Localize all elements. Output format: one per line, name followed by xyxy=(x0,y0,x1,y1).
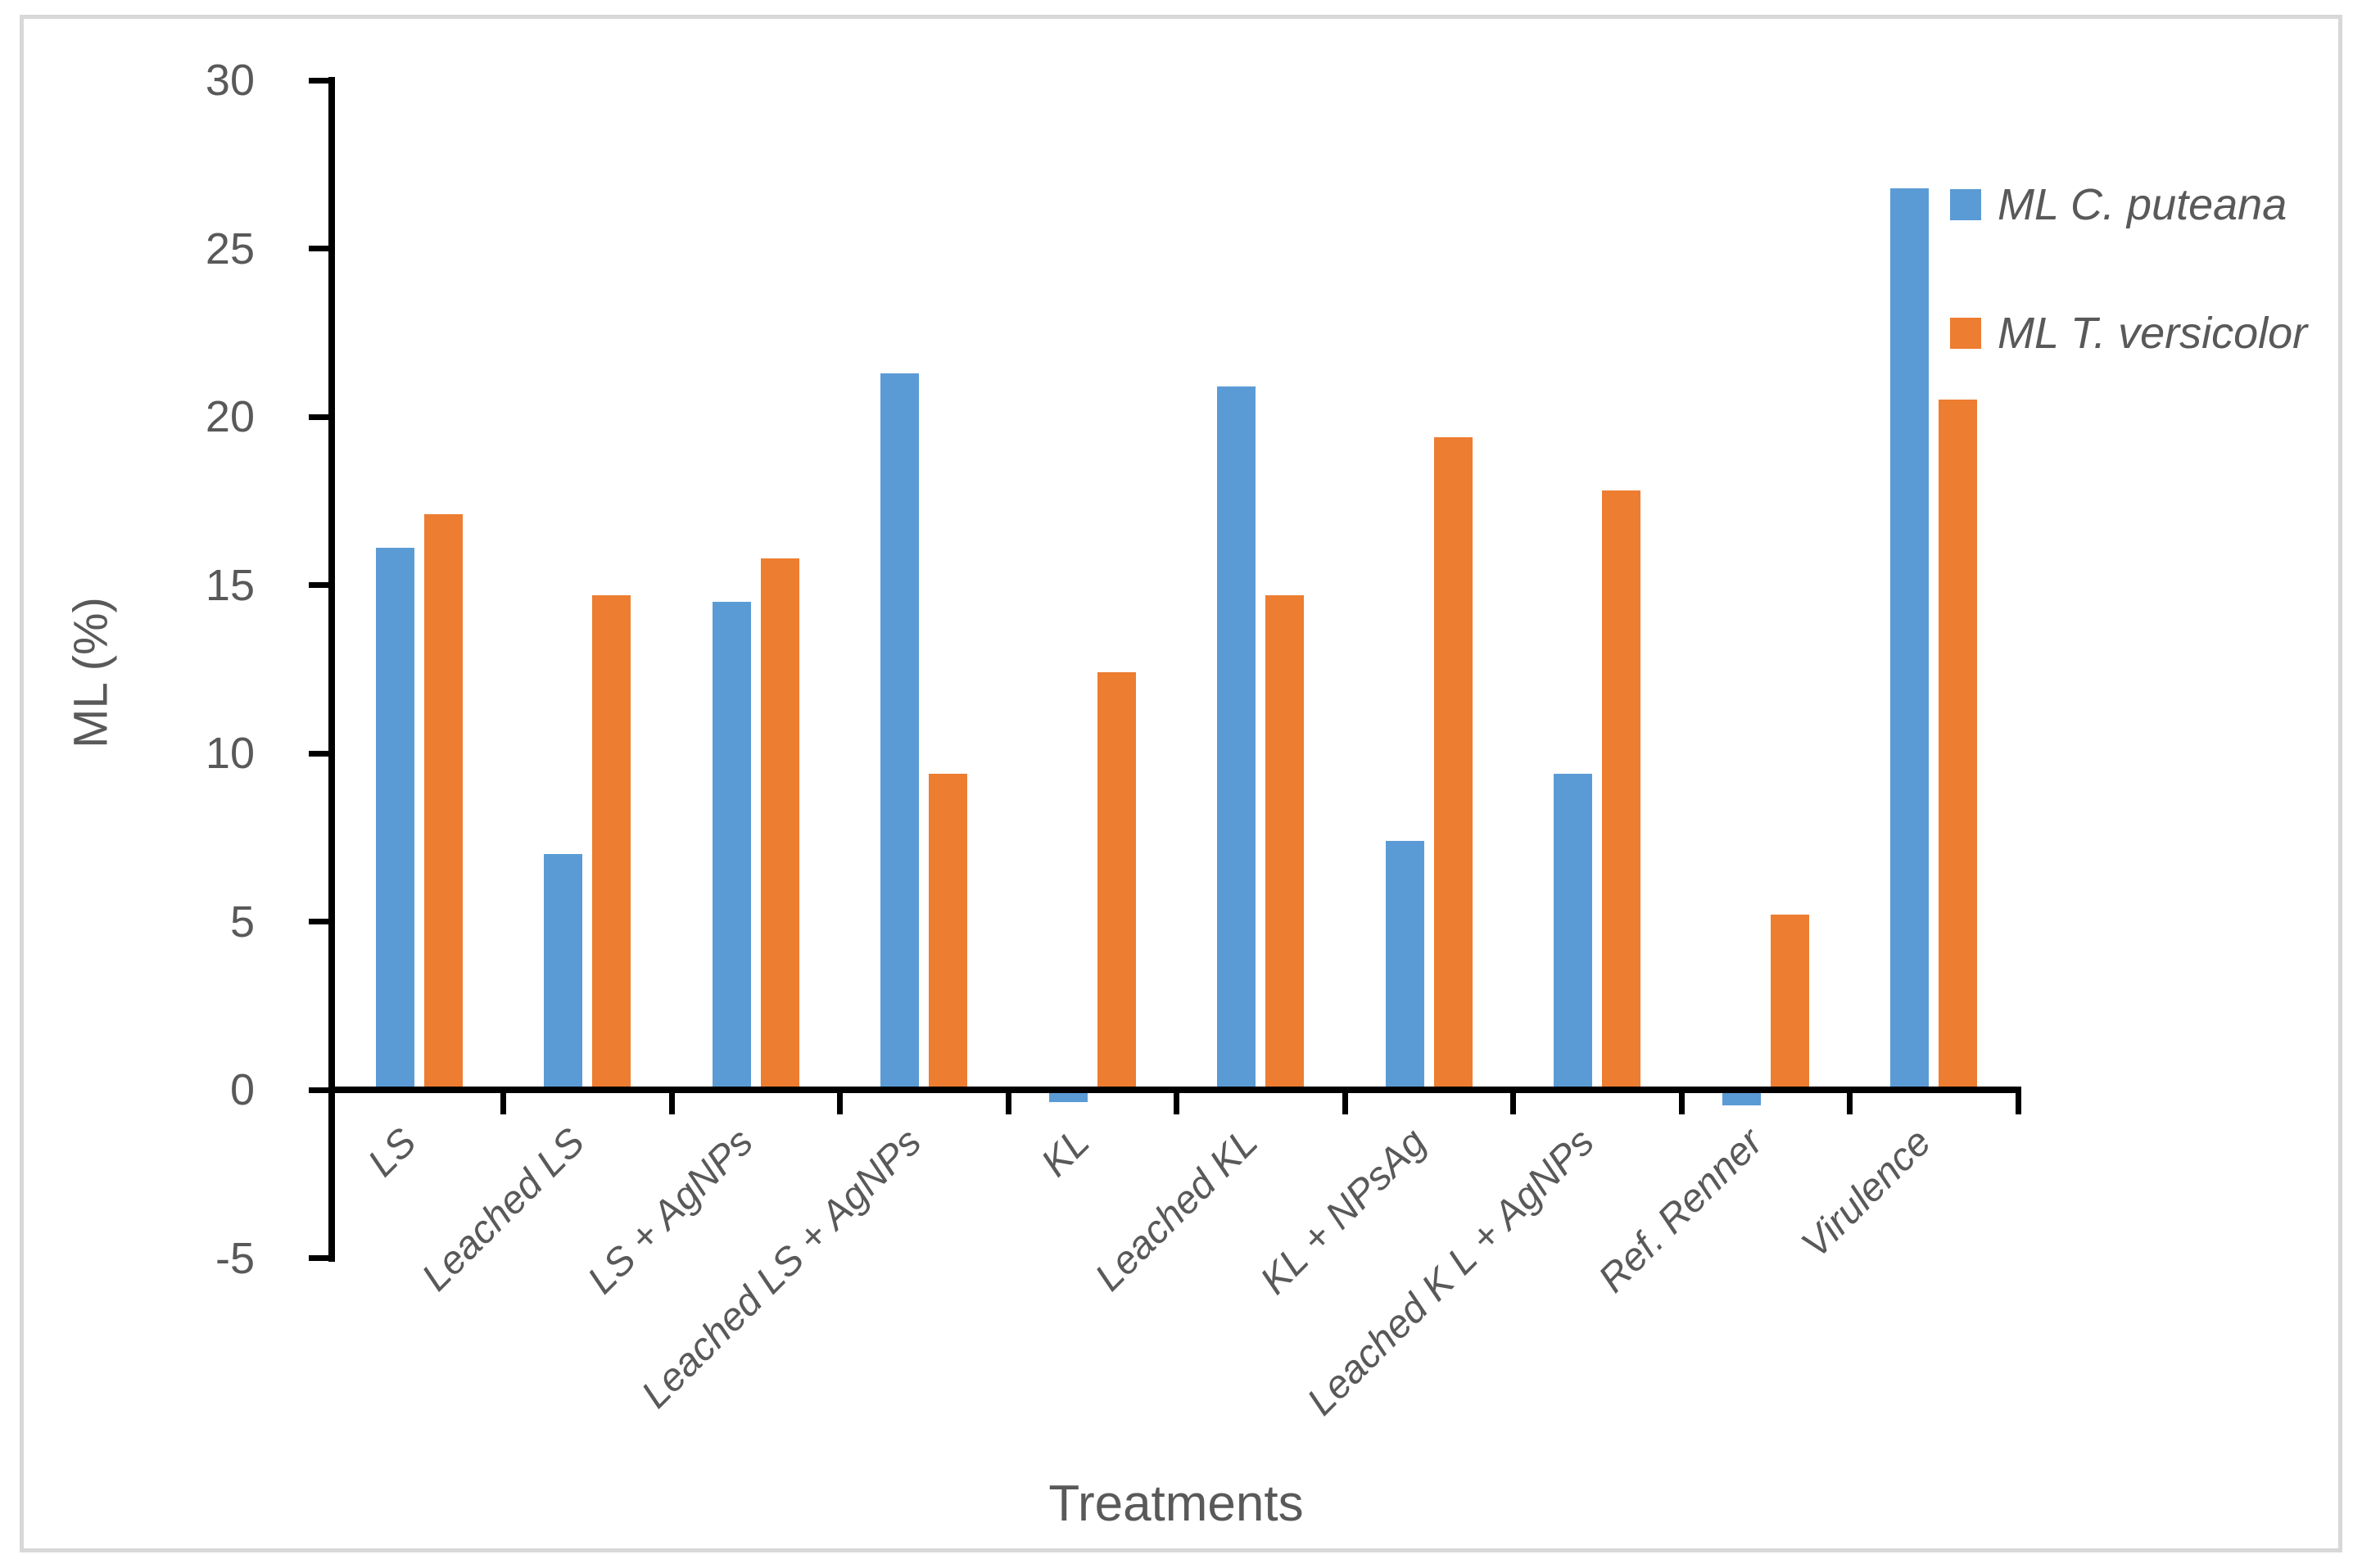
legend-swatch-icon xyxy=(1950,189,1981,220)
legend-swatch-icon xyxy=(1950,318,1981,349)
x-axis-title: Treatments xyxy=(1048,1475,1304,1532)
bar-ml-t-versicolor-6 xyxy=(1265,594,1305,1091)
bar-ml-t-versicolor-9 xyxy=(1770,915,1809,1091)
legend-label: ML T. versicolor xyxy=(1998,309,2308,358)
x-axis-line xyxy=(328,1087,2020,1093)
bar-ml-c-puteana-8 xyxy=(1554,773,1593,1091)
y-axis-tick xyxy=(309,246,335,251)
bar-ml-c-puteana-2 xyxy=(544,854,583,1091)
bar-ml-t-versicolor-4 xyxy=(929,773,968,1091)
y-tick-label: 0 xyxy=(229,1065,255,1114)
x-axis-tick xyxy=(1174,1087,1179,1114)
y-axis-tick xyxy=(309,77,335,84)
bar-ml-c-puteana-4 xyxy=(880,373,920,1091)
x-axis-tick xyxy=(1342,1087,1348,1114)
y-axis-tick xyxy=(309,919,335,924)
bar-ml-c-puteana-10 xyxy=(1890,188,1930,1091)
category-label: LS xyxy=(360,1120,425,1186)
bar-ml-t-versicolor-10 xyxy=(1939,400,1978,1091)
y-axis-tick xyxy=(309,1087,335,1093)
bar-ml-t-versicolor-8 xyxy=(1602,490,1641,1091)
y-axis-tick xyxy=(309,413,335,420)
category-label: KL xyxy=(1033,1120,1098,1186)
bar-ml-t-versicolor-3 xyxy=(760,558,799,1091)
y-tick-label: 20 xyxy=(205,392,255,441)
bar-ml-t-versicolor-7 xyxy=(1433,436,1473,1091)
bar-ml-t-versicolor-1 xyxy=(423,514,463,1091)
x-axis-tick xyxy=(500,1087,506,1114)
y-axis-tick xyxy=(309,750,335,757)
x-axis-tick xyxy=(1678,1087,1685,1114)
y-tick-label: -5 xyxy=(215,1233,255,1283)
category-label: LS + AgNPs xyxy=(579,1120,762,1303)
x-axis-tick xyxy=(1510,1087,1516,1114)
y-axis-tick xyxy=(309,582,335,588)
x-axis-tick xyxy=(1005,1087,1011,1114)
y-tick-label: 25 xyxy=(205,224,255,273)
bar-ml-c-puteana-5 xyxy=(1048,1092,1088,1103)
legend-item: ML C. puteana xyxy=(1950,183,2287,227)
y-tick-label: 5 xyxy=(229,897,255,947)
y-axis-title: ML (%) xyxy=(64,597,118,748)
x-axis-tick xyxy=(668,1087,675,1114)
y-axis-line xyxy=(328,77,335,1262)
x-axis-tick xyxy=(2015,1087,2021,1114)
category-label: Ref. Renner xyxy=(1591,1120,1772,1301)
bar-chart: ML (%) 30 25 20 15 10 5 0 -5 LS Leached LS LS + A… xyxy=(24,19,2338,1548)
legend-item: ML T. versicolor xyxy=(1950,311,2307,355)
y-tick-label: 30 xyxy=(205,56,255,105)
figure-frame: ML (%) 30 25 20 15 10 5 0 -5 LS Leached LS LS + A… xyxy=(20,15,2342,1552)
bar-ml-t-versicolor-2 xyxy=(592,594,631,1091)
x-axis-tick xyxy=(1847,1087,1853,1114)
bar-ml-t-versicolor-5 xyxy=(1097,672,1136,1091)
category-label: Leached LS xyxy=(414,1120,594,1299)
bar-ml-c-puteana-1 xyxy=(375,548,414,1091)
category-label: Leached K L + AgNPs xyxy=(1299,1120,1604,1424)
category-label: Leached KL xyxy=(1087,1120,1267,1299)
category-label: Leached LS + AgNPs xyxy=(633,1120,930,1417)
bar-ml-c-puteana-3 xyxy=(712,602,751,1091)
y-tick-label: 15 xyxy=(205,560,255,610)
x-axis-tick xyxy=(837,1087,843,1114)
category-label: Virulence xyxy=(1793,1120,1940,1267)
y-tick-label: 10 xyxy=(205,729,255,778)
bar-ml-c-puteana-9 xyxy=(1722,1092,1761,1106)
category-label: KL + NPsAg xyxy=(1251,1120,1435,1303)
legend-label: ML C. puteana xyxy=(1998,180,2287,229)
y-axis-tick xyxy=(309,1255,335,1261)
bar-ml-c-puteana-7 xyxy=(1385,840,1424,1091)
bar-ml-c-puteana-6 xyxy=(1217,386,1256,1091)
